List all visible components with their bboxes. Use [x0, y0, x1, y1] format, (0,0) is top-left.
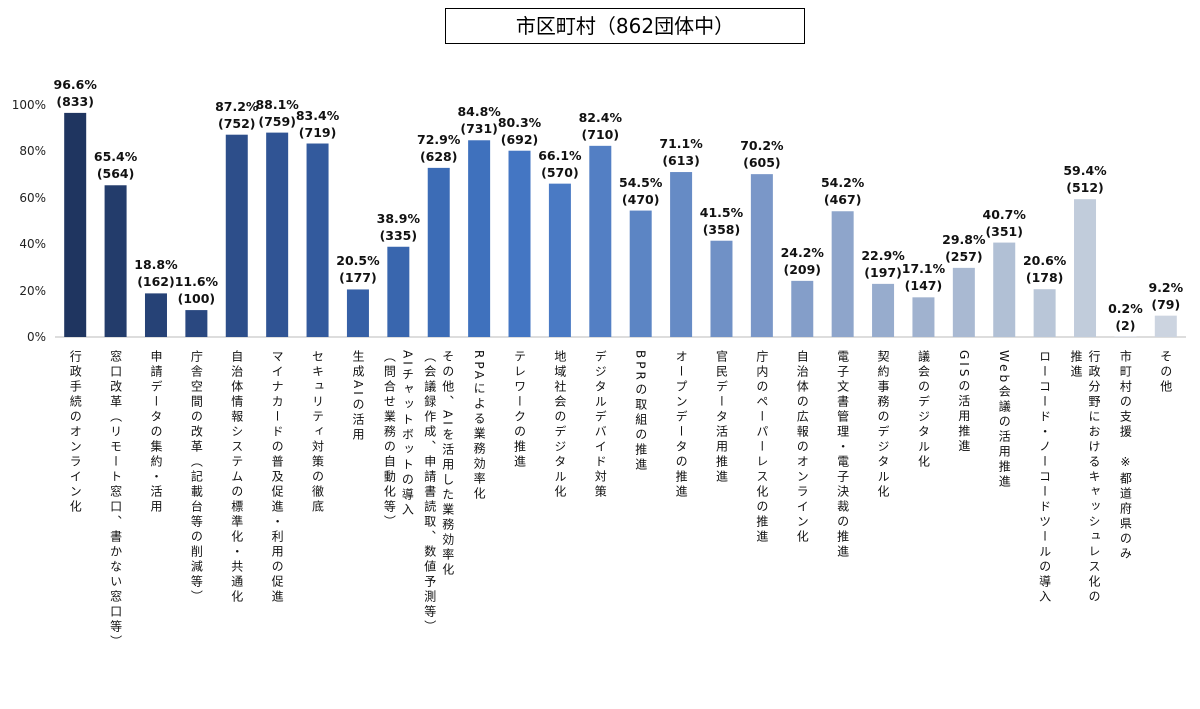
data-label: 54.5% (470) [619, 174, 663, 207]
bar [872, 283, 895, 337]
data-label: 18.8% (162) [134, 257, 178, 290]
bar [306, 143, 329, 337]
bar [548, 183, 571, 337]
data-label: 20.5% (177) [336, 253, 380, 286]
x-tick-label: 庁舎空間の改革（記載台等の削減等） [189, 350, 204, 605]
data-label: 82.4% (710) [578, 109, 622, 142]
x-tick-label: 官民データ活用推進 [714, 350, 729, 485]
data-label: 65.4% (564) [93, 149, 138, 182]
y-tick-label: 0% [26, 330, 46, 344]
x-tick-label: 窓口改革（リモート窓口、書かない窓口等） [108, 350, 123, 650]
y-tick-label: 20% [19, 283, 46, 298]
x-tick-label: 契約事務のデジタル化 [876, 350, 891, 500]
data-label: 72.9% (628) [417, 131, 461, 164]
bar [387, 246, 410, 337]
bar [468, 140, 491, 337]
chart-title: 市区町村（862団体中） [445, 8, 805, 44]
bar [185, 310, 208, 337]
bar [589, 145, 612, 337]
x-tick-label: 自治体の広報のオンライン化 [795, 350, 810, 545]
data-label: 80.3% (692) [497, 114, 542, 147]
x-tick-label: その他、AIを活用した業務効率化 （会議録作成、申請書読取、数値予測等） [422, 350, 455, 635]
data-label: 0.2% (2) [1108, 300, 1143, 333]
data-label: 88.1% (759) [255, 96, 299, 129]
bar [750, 174, 773, 337]
bar [710, 240, 733, 337]
x-tick-label: 議会のデジタル化 [916, 350, 931, 470]
x-tick-label: GISの活用推進 [956, 350, 971, 455]
data-label: 84.8% (731) [457, 104, 501, 137]
x-tick-label: テレワークの推進 [512, 350, 527, 470]
bar [952, 267, 975, 337]
bar [1074, 199, 1097, 337]
x-tick-label: ローコード・ノーコードツールの導入 [1037, 350, 1052, 605]
y-tick-label: 40% [19, 237, 46, 252]
x-tick-label: 市町村の支援 ※都道府県のみ [1118, 350, 1133, 562]
data-label: 29.8% (257) [942, 231, 986, 264]
x-tick-label: Web会議の活用推進 [997, 350, 1012, 491]
x-tick-label: その他 [1158, 350, 1173, 395]
bar [427, 167, 450, 337]
data-label: 66.1% (570) [538, 147, 582, 180]
x-tick-label: AIチャットボットの導入 （問合せ業務の自動化等） [382, 350, 415, 530]
data-label: 71.1% (613) [659, 136, 703, 169]
data-label: 17.1% (147) [901, 261, 946, 294]
data-label: 96.6% (833) [53, 76, 97, 109]
x-tick-label: マイナカードの普及促進・利用の促進 [270, 350, 285, 605]
bar [64, 112, 87, 337]
bar [629, 210, 652, 337]
data-label: 38.9% (335) [376, 210, 421, 243]
bar [346, 289, 369, 337]
bar [912, 297, 935, 337]
x-tick-label: 生成AIの活用 [350, 350, 365, 443]
bar [670, 172, 693, 337]
data-label: 11.6% (100) [174, 274, 219, 307]
bar [1033, 289, 1056, 337]
bar [104, 185, 127, 337]
data-label: 20.6% (178) [1022, 253, 1067, 286]
data-label: 22.9% (197) [861, 247, 905, 280]
data-label: 70.2% (605) [740, 138, 784, 171]
data-label: 41.5% (358) [699, 204, 744, 237]
bar [791, 280, 814, 337]
y-tick-label: 100% [11, 98, 46, 112]
y-tick-label: 80% [19, 144, 46, 159]
y-tick-label: 60% [19, 190, 46, 205]
x-tick-label: オープンデータの推進 [674, 350, 689, 500]
x-tick-label: 申請データの集約・活用 [148, 350, 163, 515]
x-tick-label: 庁内のペーパーレス化の推進 [754, 350, 769, 545]
x-tick-label: 行政分野におけるキャッシュレス化の 推進 [1069, 350, 1102, 605]
bar [831, 211, 854, 337]
bar [225, 134, 248, 337]
data-label: 59.4% (512) [1063, 163, 1107, 196]
data-label: 54.2% (467) [820, 175, 865, 208]
bar [1154, 315, 1177, 337]
x-tick-label: 行政手続のオンライン化 [68, 350, 83, 515]
x-tick-label: 自治体情報システムの標準化・共通化 [229, 350, 244, 605]
bar [144, 293, 167, 337]
data-label: 9.2% (79) [1148, 279, 1184, 312]
x-tick-label: RPAによる業務効率化 [472, 350, 487, 503]
data-label: 87.2% (752) [215, 98, 259, 131]
data-label: 24.2% (209) [780, 244, 824, 277]
x-tick-label: デジタルデバイド対策 [593, 350, 608, 500]
data-label: 83.4% (719) [295, 107, 340, 140]
data-label: 40.7% (351) [982, 206, 1026, 239]
bar [508, 150, 531, 337]
bar [993, 242, 1016, 337]
x-tick-label: セキュリティ対策の徹底 [310, 350, 325, 515]
bar [266, 132, 289, 337]
x-tick-label: BPRの取組の推進 [633, 350, 648, 473]
x-tick-label: 電子文書管理・電子決裁の推進 [835, 350, 850, 560]
x-tick-label: 地域社会のデジタル化 [552, 350, 567, 500]
